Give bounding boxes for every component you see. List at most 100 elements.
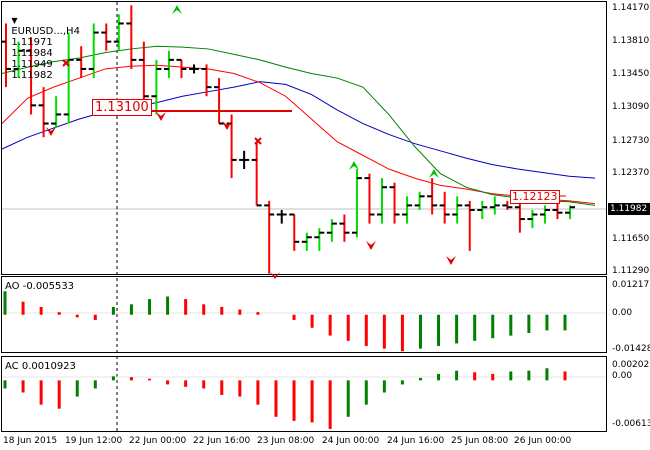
price-axis-label: 1.13450 — [612, 69, 650, 79]
fractal-down-icon — [46, 127, 56, 136]
candle — [477, 200, 488, 220]
candle — [151, 59, 162, 115]
ac-panel-frame[interactable] — [1, 356, 607, 432]
candle — [514, 200, 525, 233]
fractal-down-icon — [366, 241, 376, 250]
small-level-price-label[interactable]: 1.12123 — [510, 190, 560, 204]
candle — [452, 196, 463, 224]
candle — [126, 5, 137, 69]
fractal-up-markers — [172, 5, 439, 178]
time-axis-label: 22 Jun 00:00 — [129, 436, 187, 446]
candle — [189, 64, 199, 74]
candle — [51, 96, 62, 129]
candle — [264, 200, 275, 274]
candle — [364, 173, 375, 224]
candle — [38, 87, 49, 138]
candle — [214, 78, 225, 125]
candle — [63, 32, 74, 124]
ohlc-low: 1.11949 — [11, 59, 53, 70]
ac-histogram — [3, 368, 567, 429]
time-axis-label: 24 Jun 00:00 — [322, 436, 380, 446]
candle — [201, 64, 212, 97]
ac-label: AC 0.0010923 — [5, 361, 76, 372]
candle — [176, 58, 187, 79]
symbol-name: EURUSD... — [11, 26, 63, 37]
ao-label: AO -0.005533 — [5, 281, 75, 292]
current-price-badge: 1.11982 — [608, 203, 650, 215]
fractal-markers — [46, 112, 456, 279]
ohlc-high: 1.11984 — [11, 48, 53, 59]
candle — [88, 23, 99, 79]
price-axis-label: 1.11650 — [612, 234, 650, 244]
time-axis-label: 24 Jun 16:00 — [387, 436, 445, 446]
ao-axis-label: -0.014288 — [612, 344, 650, 354]
fractal-down-icon — [446, 256, 456, 265]
fractal-up-icon — [429, 169, 439, 178]
ao-histogram — [3, 291, 567, 352]
price-axis-label: 1.12370 — [612, 168, 650, 178]
time-axis-label: 25 Jun 08:00 — [451, 436, 509, 446]
ao-panel-frame[interactable] — [1, 276, 607, 353]
candle — [163, 50, 174, 79]
candle — [101, 23, 112, 51]
header-triangle-icon: ▼ — [11, 16, 18, 25]
candle — [138, 41, 149, 106]
candle — [326, 219, 337, 242]
price-axis-label: 1.14170 — [612, 3, 650, 13]
candle — [251, 141, 262, 207]
candle — [1, 23, 11, 88]
fractal-up-icon — [172, 5, 182, 14]
candle — [439, 191, 450, 224]
price-axis-label: 1.12730 — [612, 136, 650, 146]
candle — [489, 196, 500, 215]
fractal-up-icon — [349, 161, 359, 170]
time-axis-label: 19 Jun 12:00 — [65, 436, 123, 446]
fractal-down-icon — [270, 272, 280, 279]
fractal-down-icon — [156, 112, 166, 121]
candle — [389, 182, 400, 224]
candle — [527, 209, 538, 229]
candle — [464, 200, 475, 251]
price-axis-label: 1.13090 — [612, 102, 650, 112]
price-axis-label: 1.11290 — [612, 266, 650, 276]
ohlc-open: 1.11971 — [11, 37, 53, 48]
time-axis-label: 26 Jun 00:00 — [514, 436, 572, 446]
candle — [565, 205, 575, 220]
symbol-header: ▼ EURUSD...,H4 1.11971 1.11984 1.11949 1… — [11, 16, 80, 81]
time-axis-label: 23 Jun 08:00 — [257, 436, 315, 446]
ac-axis-label: 0.00 — [612, 371, 633, 381]
ohlc-close: 1.11982 — [11, 70, 53, 81]
fractal-down-icon — [222, 121, 232, 130]
main-chart-frame[interactable] — [1, 1, 607, 275]
cross-icon — [62, 59, 70, 67]
candle — [502, 200, 513, 210]
level-price-label[interactable]: 1.13100 — [92, 99, 152, 116]
candlesticks — [1, 5, 575, 274]
candle — [239, 150, 250, 170]
candle — [314, 228, 325, 251]
candle — [113, 14, 124, 51]
time-axis-label: 18 Jun 2015 — [3, 436, 58, 446]
candle — [289, 213, 300, 251]
candle — [76, 46, 87, 79]
ma-fast-line — [1, 45, 596, 206]
time-axis-label: 22 Jun 16:00 — [193, 436, 251, 446]
candle — [26, 37, 37, 115]
candle — [301, 232, 312, 251]
candle — [339, 214, 350, 242]
candle — [351, 169, 362, 238]
candle — [539, 205, 550, 224]
ma-mid-line — [1, 64, 596, 205]
timeframe: H4 — [66, 26, 80, 37]
ac-axis-label: -0.006134 — [612, 419, 650, 429]
candle — [13, 41, 24, 79]
candle — [414, 191, 425, 210]
cross-icon — [254, 137, 262, 145]
cross-markers — [62, 59, 262, 145]
candle — [427, 178, 438, 215]
candle — [402, 196, 413, 224]
ao-axis-label: 0.00 — [612, 308, 633, 318]
candle — [276, 209, 287, 224]
candle — [377, 178, 387, 224]
